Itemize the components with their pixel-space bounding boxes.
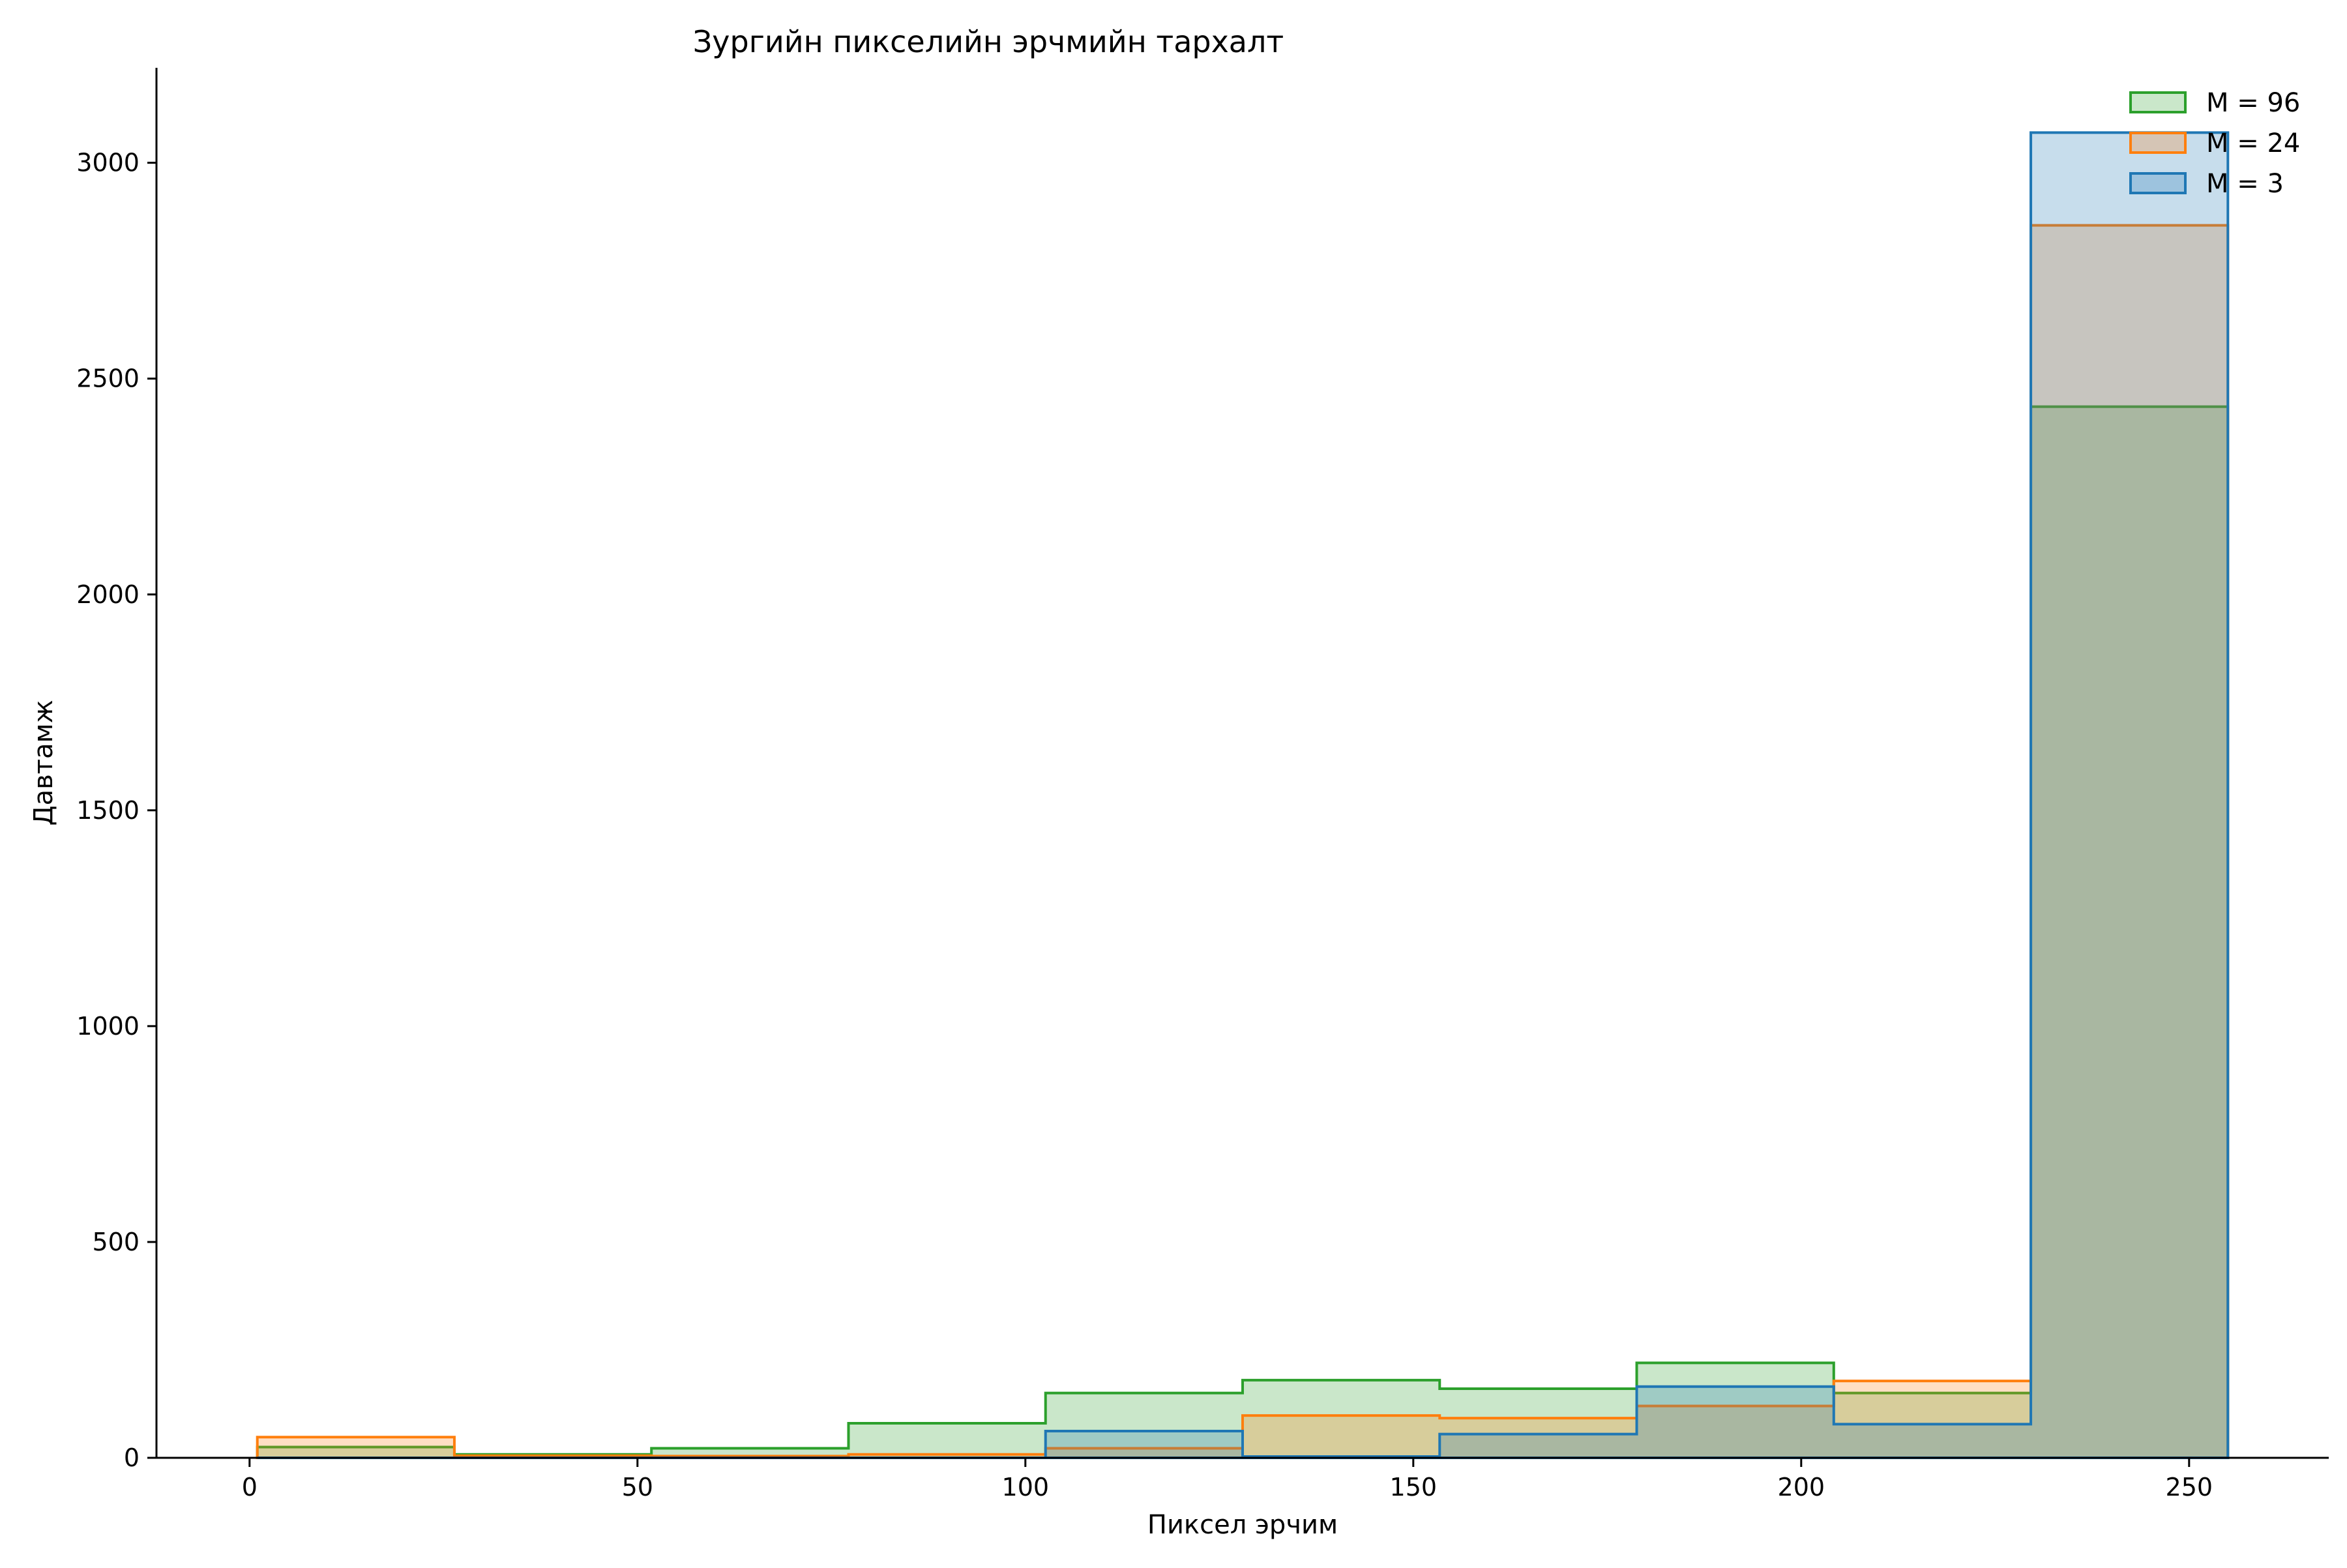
- y-tick-label: 3000: [76, 149, 140, 177]
- y-tick-label: 1500: [76, 796, 140, 825]
- x-axis-label: Пиксел эрчим: [1147, 1510, 1338, 1540]
- legend-swatch: [2129, 91, 2187, 113]
- x-tick-label: 0: [242, 1473, 258, 1501]
- x-tick-label: 250: [2166, 1473, 2213, 1501]
- y-tick-label: 500: [92, 1228, 140, 1256]
- x-tick-label: 100: [1002, 1473, 1050, 1501]
- legend-swatch: [2129, 172, 2187, 194]
- series-2-outline: [256, 224, 2230, 1459]
- series-1: [256, 405, 2230, 1459]
- legend-label: M = 24: [2206, 128, 2300, 158]
- chart-title: Зургийн пикселийн эрчмийн тархалт: [693, 24, 1284, 59]
- series-1-outline: [256, 405, 2230, 1459]
- legend-label: M = 3: [2206, 169, 2284, 199]
- plot-area: [256, 131, 2230, 1459]
- x-tick-label: 150: [1390, 1473, 1438, 1501]
- legend-item-1: M = 96: [2129, 88, 2300, 118]
- legend-item-3: M = 3: [2129, 169, 2284, 199]
- series-3: [257, 131, 2230, 1459]
- x-tick-label: 50: [622, 1473, 653, 1501]
- series-2: [256, 224, 2230, 1459]
- series-3-outline: [257, 131, 2230, 1459]
- y-tick-label: 2500: [76, 364, 140, 393]
- x-tick-label: 200: [1778, 1473, 1825, 1501]
- legend: M = 96 M = 24 M = 3: [2129, 88, 2300, 199]
- y-tick-label: 2000: [76, 580, 140, 609]
- legend-swatch: [2129, 132, 2187, 154]
- legend-label: M = 96: [2206, 88, 2300, 118]
- legend-item-2: M = 24: [2129, 128, 2300, 158]
- y-tick-label: 1000: [76, 1012, 140, 1041]
- y-tick-label: 0: [124, 1443, 140, 1472]
- y-axis-label: Давтамж: [29, 700, 59, 825]
